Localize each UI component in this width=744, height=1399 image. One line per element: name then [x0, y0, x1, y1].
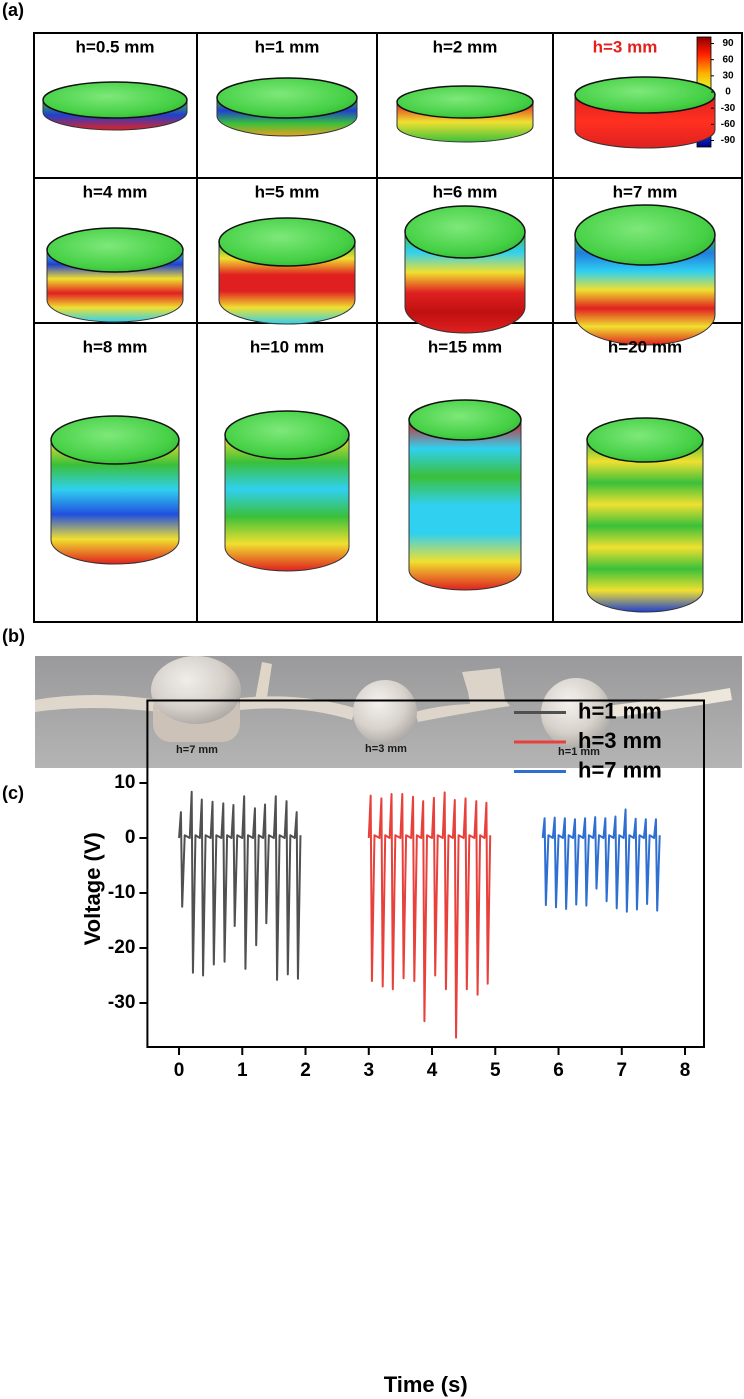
y-tick-label: 0: [125, 827, 136, 848]
x-tick-label: 8: [680, 1060, 691, 1081]
x-tick-label: 6: [553, 1060, 564, 1081]
cylinder-top: [217, 78, 357, 118]
cell-label: h=5 mm: [255, 182, 320, 201]
cylinder-top: [43, 82, 187, 118]
y-tick-label: 10: [114, 772, 135, 793]
page: (a) (b) (c) h=0.5 mm h=1 mm h=2 mm h=3 mm h=…: [0, 0, 744, 1399]
x-tick-label: 5: [490, 1060, 501, 1081]
cell-label: h=20 mm: [608, 337, 682, 356]
figure: (a) (b) (c) h=0.5 mm h=1 mm h=2 mm h=3 mm h=…: [0, 0, 744, 1399]
legend-label: h=1 mm: [578, 698, 662, 723]
cylinder-top: [405, 206, 525, 258]
legend-label: h=3 mm: [578, 728, 662, 753]
panel-label: (c): [2, 783, 24, 803]
colorbar-tick-label: -90: [721, 135, 736, 146]
sample-sphere: [353, 680, 417, 744]
colorbar-tick-label: 90: [722, 38, 734, 49]
series-line: [179, 792, 300, 980]
sample-cap: [151, 656, 241, 724]
cylinder-top: [587, 418, 703, 462]
cylinder-body: [409, 420, 521, 590]
cylinder-top: [575, 77, 715, 113]
y-tick-label: -30: [108, 992, 135, 1013]
colorbar-tick-label: 30: [722, 70, 734, 81]
cylinder-top: [409, 400, 521, 440]
panel-label: (b): [2, 626, 25, 646]
y-tick-label: -20: [108, 937, 135, 958]
colorbar-tick-label: 0: [725, 87, 731, 98]
cell-label: h=8 mm: [83, 337, 148, 356]
colorbar-tick-label: -60: [721, 119, 736, 130]
x-tick-label: 4: [427, 1060, 438, 1081]
series-line: [369, 792, 490, 1037]
cylinder-top: [51, 416, 179, 464]
x-tick-label: 2: [300, 1060, 311, 1081]
legend-label: h=7 mm: [578, 757, 662, 782]
x-tick-label: 3: [363, 1060, 374, 1081]
cylinder-top: [219, 218, 355, 266]
cell-label: h=3 mm: [593, 37, 658, 56]
cell-label: h=10 mm: [250, 337, 324, 356]
cell-label: h=6 mm: [433, 182, 498, 201]
photo-label: h=3 mm: [365, 743, 407, 755]
cell-label: h=2 mm: [433, 37, 498, 56]
colorbar-tick-label: 60: [722, 54, 734, 65]
cylinder-top: [225, 411, 349, 459]
x-tick-label: 1: [237, 1060, 248, 1081]
cell-label: h=1 mm: [255, 37, 320, 56]
cylinder-top: [575, 205, 715, 265]
x-tick-label: 7: [616, 1060, 627, 1081]
x-tick-label: 0: [174, 1060, 185, 1081]
y-tick-label: -10: [108, 882, 135, 903]
series-line: [543, 809, 660, 911]
colorbar-tick-label: -30: [721, 103, 736, 114]
photo-label: h=7 mm: [176, 744, 218, 756]
cylinder-top: [397, 86, 533, 118]
cylinder-top: [47, 228, 183, 272]
panel-label: (a): [2, 0, 24, 20]
cell-label: h=0.5 mm: [76, 37, 155, 56]
cell-label: h=7 mm: [613, 182, 678, 201]
x-axis-label: Time (s): [384, 1372, 468, 1397]
cylinder-body: [587, 440, 703, 612]
y-axis-label: Voltage (V): [80, 832, 105, 945]
cell-label: h=15 mm: [428, 337, 502, 356]
cell-label: h=4 mm: [83, 182, 148, 201]
